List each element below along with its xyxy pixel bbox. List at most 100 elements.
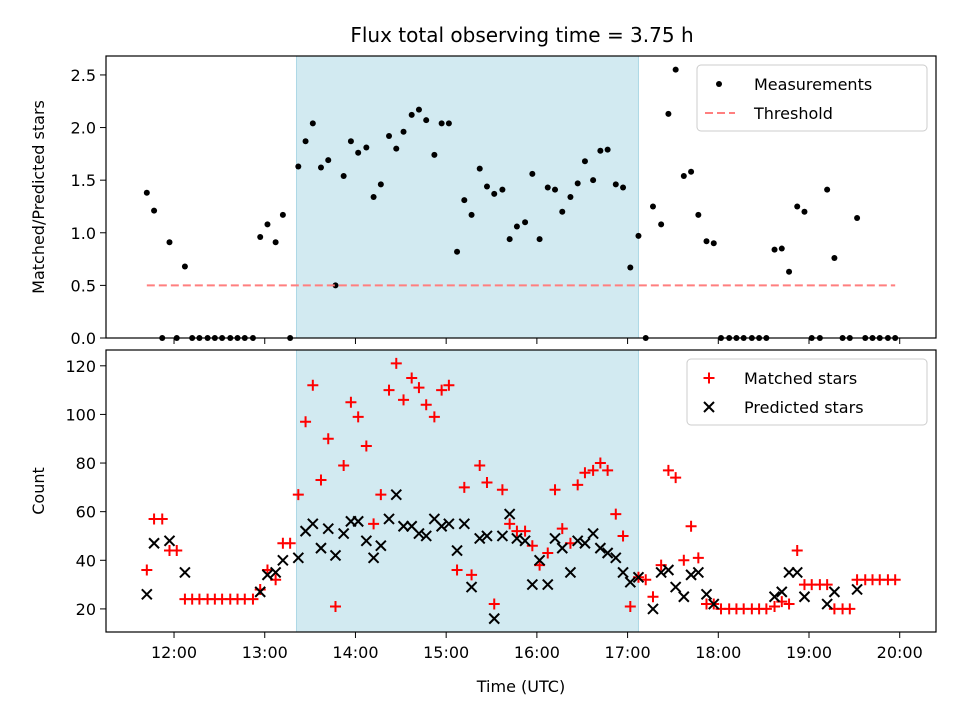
y-tick-label: 40 — [76, 551, 96, 570]
matched-star-point — [360, 440, 372, 452]
predicted-star-point — [496, 530, 509, 542]
predicted-star-point — [556, 542, 568, 554]
panel-ratio: 0.0 0.5 1.0 1.5 2.0 2.5 Matched/Predicted star… — [29, 55, 937, 348]
measurement-point — [151, 207, 158, 214]
measurement-point — [499, 186, 506, 193]
measurement-point — [393, 145, 400, 152]
matched-star-point — [579, 467, 591, 479]
predicted-star-point — [685, 569, 697, 581]
measurement-point — [665, 110, 672, 117]
measurement-point — [801, 208, 808, 215]
matched-star-point — [420, 399, 432, 411]
measurement-point — [483, 183, 490, 190]
measurement-point — [590, 177, 597, 184]
measurement-point — [544, 184, 551, 191]
predicted-star-point — [465, 581, 478, 593]
measurement-point — [386, 132, 393, 139]
x-tick-label: 17:00 — [605, 643, 651, 662]
measurement-point — [786, 268, 793, 275]
legend-label: Matched stars — [744, 369, 857, 388]
predicted-star-point — [768, 591, 781, 603]
predicted-star-point — [451, 544, 463, 557]
x-tick-label: 20:00 — [877, 643, 923, 662]
predicted-star-point — [564, 566, 577, 579]
measurement-point — [695, 211, 702, 218]
predicted-star-point — [692, 566, 705, 579]
matched-star-point — [398, 394, 410, 406]
chart-title: Flux total observing time = 3.75 h — [350, 23, 693, 47]
y-tick-label: 0.5 — [71, 276, 96, 295]
matched-star-point — [428, 411, 440, 423]
measurement-point — [567, 194, 574, 200]
measurement-point — [408, 111, 415, 118]
measurement-point — [559, 208, 566, 215]
x-axis-label: Time (UTC) — [476, 677, 565, 696]
measurement-point — [377, 181, 384, 188]
measurement-point — [332, 282, 339, 289]
measurement-point — [445, 120, 452, 127]
y-tick-label: 80 — [76, 454, 96, 473]
matched-star-point — [171, 545, 183, 557]
measurement-point — [513, 223, 520, 230]
matched-star-point — [254, 583, 266, 595]
predicted-star-point — [481, 530, 493, 542]
y-tick-label: 20 — [76, 600, 96, 619]
matched-star-point — [504, 518, 516, 530]
measurement-point — [824, 186, 831, 193]
measurement-point — [778, 245, 785, 252]
measurement-point — [438, 120, 445, 127]
predicted-star-point — [587, 527, 599, 540]
matched-star-point — [368, 518, 380, 530]
predicted-star-point — [329, 549, 342, 562]
measurement-point — [317, 164, 324, 171]
measurement-point — [612, 181, 619, 188]
measurement-point — [295, 163, 302, 170]
predicted-star-point — [413, 527, 425, 540]
measurement-point — [703, 238, 710, 245]
measurement-point — [688, 168, 695, 175]
matched-star-point — [315, 474, 327, 486]
y-tick-label: 2.5 — [71, 66, 96, 85]
legend: Matched stars Predicted stars — [686, 358, 928, 426]
predicted-star-point — [571, 535, 584, 547]
matched-star-point — [791, 545, 803, 557]
measurement-point — [854, 215, 861, 222]
x-tick-label: 16:00 — [514, 643, 560, 662]
predicted-star-point — [488, 612, 500, 625]
predicted-star-point — [579, 537, 591, 549]
predicted-star-point — [776, 586, 788, 598]
predicted-star-point — [783, 566, 795, 579]
predicted-star-point — [678, 591, 690, 603]
matched-star-point — [572, 479, 584, 491]
measurement-point — [454, 248, 461, 255]
legend-label: Threshold — [753, 104, 833, 123]
y-tick-label: 0.0 — [71, 329, 96, 348]
measurement-point — [627, 264, 634, 271]
matched-star-point — [692, 552, 704, 564]
predicted-star-point — [383, 513, 395, 525]
measurement-point — [597, 147, 604, 154]
matched-star-point — [307, 379, 319, 391]
measurement-point — [461, 197, 468, 204]
predicted-star-point — [307, 518, 319, 530]
measurement-point — [649, 203, 656, 210]
predicted-star-point — [662, 564, 675, 576]
measurement-point — [635, 232, 642, 239]
predicted-star-point — [610, 552, 622, 564]
matched-star-point — [436, 384, 448, 396]
matched-star-point — [141, 564, 153, 576]
matched-star-point — [678, 554, 690, 566]
y-axis-label: Count — [29, 467, 48, 515]
measurement-point — [529, 170, 536, 177]
y-tick-label: 1.0 — [71, 224, 96, 243]
y-tick-label: 2.0 — [71, 119, 96, 138]
matched-star-point — [345, 396, 357, 408]
matched-star-point — [352, 411, 364, 423]
matched-star-point — [889, 574, 901, 586]
predicted-star-point — [542, 578, 554, 591]
predicted-star-point — [352, 515, 364, 528]
predicted-star-point — [526, 578, 539, 591]
predicted-star-point — [474, 532, 486, 545]
matched-star-point — [549, 484, 561, 496]
measurement-point — [325, 157, 332, 164]
